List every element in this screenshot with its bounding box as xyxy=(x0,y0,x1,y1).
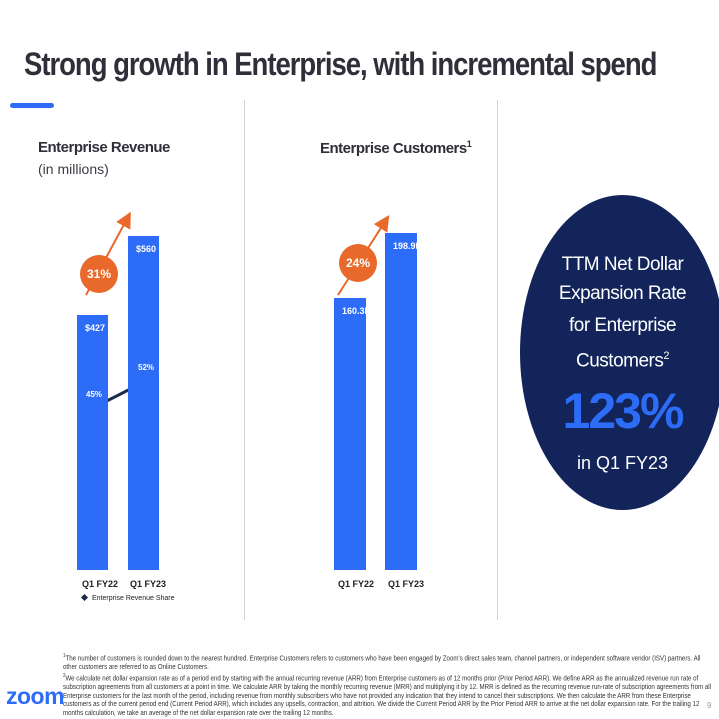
footnote-1: 1The number of customers is rounded down… xyxy=(63,652,714,672)
circle-line-1: TTM Net Dollar xyxy=(561,254,684,275)
footnote-2-number: 2 xyxy=(63,673,66,680)
slide-title: Strong growth in Enterprise, with increm… xyxy=(24,46,657,82)
footnote-1-text: The number of customers is rounded down … xyxy=(63,655,701,671)
footnote-2: 2We calculate net dollar expansion rate … xyxy=(63,672,714,718)
title-accent-bar xyxy=(10,103,54,108)
customers-bar-q1-fy22 xyxy=(334,298,366,570)
revenue-category-label: Q1 FY22 xyxy=(82,579,119,589)
revenue-category-label: Q1 FY23 xyxy=(130,579,167,589)
page-number: 9 xyxy=(707,701,712,710)
customers-value-label: 160.3K xyxy=(342,306,372,317)
revenue-share-legend: Enterprise Revenue Share xyxy=(80,593,175,602)
net-dollar-expansion-circle: TTM Net Dollar Expansion Rate for Enterp… xyxy=(520,195,719,510)
panel-divider-left xyxy=(244,100,245,620)
revenue-share-label: 52% xyxy=(138,363,155,372)
enterprise-customers-title: Enterprise Customers1 xyxy=(320,139,472,157)
footnote-ref-2: 2 xyxy=(663,350,669,362)
customers-bar-q1-fy23 xyxy=(385,233,417,570)
revenue-growth-badge: 31% xyxy=(80,255,118,293)
footnote-2-text: We calculate net dollar expansion rate a… xyxy=(63,675,712,717)
panel-divider-right xyxy=(497,100,498,620)
customers-growth-badge: 24% xyxy=(339,244,377,282)
footnotes: 1The number of customers is rounded down… xyxy=(63,652,714,718)
enterprise-revenue-title: Enterprise Revenue xyxy=(38,139,170,156)
revenue-share-label: 45% xyxy=(86,390,103,399)
zoom-logo: zoom xyxy=(6,683,65,709)
revenue-bar-q1-fy22 xyxy=(77,315,108,570)
revenue-value-label: $560 xyxy=(136,244,157,254)
circle-line-4-text: Customers xyxy=(576,350,664,372)
enterprise-revenue-subtitle: (in millions) xyxy=(38,161,109,177)
customers-category-label: Q1 FY23 xyxy=(388,579,425,589)
net-dollar-expansion-value: 123% xyxy=(562,383,685,439)
footnote-ref-1: 1 xyxy=(466,139,472,149)
legend-diamond-icon xyxy=(80,593,89,602)
footnote-1-number: 1 xyxy=(63,653,66,659)
legend-label: Enterprise Revenue Share xyxy=(92,595,175,602)
circle-line-4: Customers2 xyxy=(520,344,719,373)
customers-value-label: 198.9K xyxy=(393,241,423,251)
net-dollar-expansion-period: in Q1 FY23 xyxy=(576,453,669,473)
revenue-bar-q1-fy23 xyxy=(128,236,159,570)
revenue-value-label: $427 xyxy=(85,323,106,334)
circle-line-3: for Enterprise xyxy=(568,315,677,336)
circle-line-2: Expansion Rate xyxy=(558,283,687,304)
enterprise-customers-title-text: Enterprise Customers xyxy=(320,140,467,157)
customers-category-label: Q1 FY22 xyxy=(338,579,375,589)
